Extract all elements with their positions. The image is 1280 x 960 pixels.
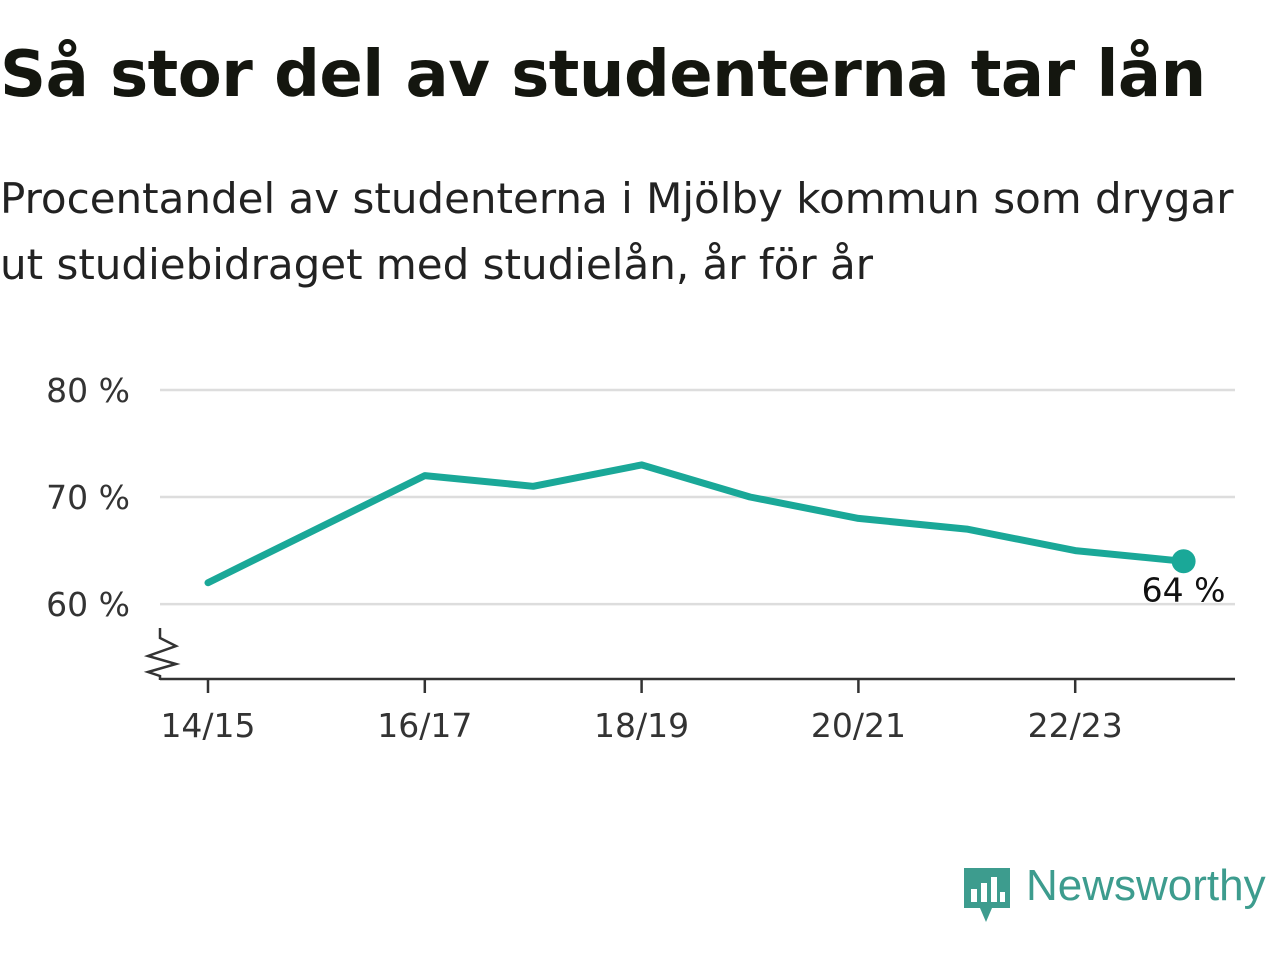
- series-line: [204, 461, 1188, 587]
- x-tick-label: 16/17: [377, 706, 472, 745]
- x-tick-label: 20/21: [811, 706, 906, 745]
- y-tick-label: 70 %: [46, 478, 130, 517]
- x-tick-label: 14/15: [160, 706, 255, 745]
- series: 64 %: [204, 461, 1226, 609]
- chart-title: Så stor del av studenterna tar lån: [0, 38, 1206, 112]
- brand-name: Newsworthy: [1026, 861, 1266, 910]
- y-tick-label: 80 %: [46, 371, 130, 410]
- y-tick-labels: 60 % 70 % 80 %: [46, 371, 130, 624]
- end-value-label: 64 %: [1142, 570, 1226, 609]
- end-point-marker: [1171, 549, 1196, 574]
- x-axis: 14/15 16/17 18/19 20/21 22/23: [160, 677, 1235, 745]
- chart-subtitle: Procentandel av studenterna i Mjölby kom…: [0, 174, 1234, 289]
- x-tick-label: 22/23: [1028, 706, 1123, 745]
- gridlines: [160, 388, 1235, 606]
- newsworthy-logo[interactable]: Newsworthy: [962, 861, 1266, 926]
- y-axis-break: [143, 628, 181, 680]
- y-tick-label: 60 %: [46, 585, 130, 624]
- x-tick-label: 18/19: [594, 706, 689, 745]
- newsworthy-logo-icon: [964, 868, 1010, 922]
